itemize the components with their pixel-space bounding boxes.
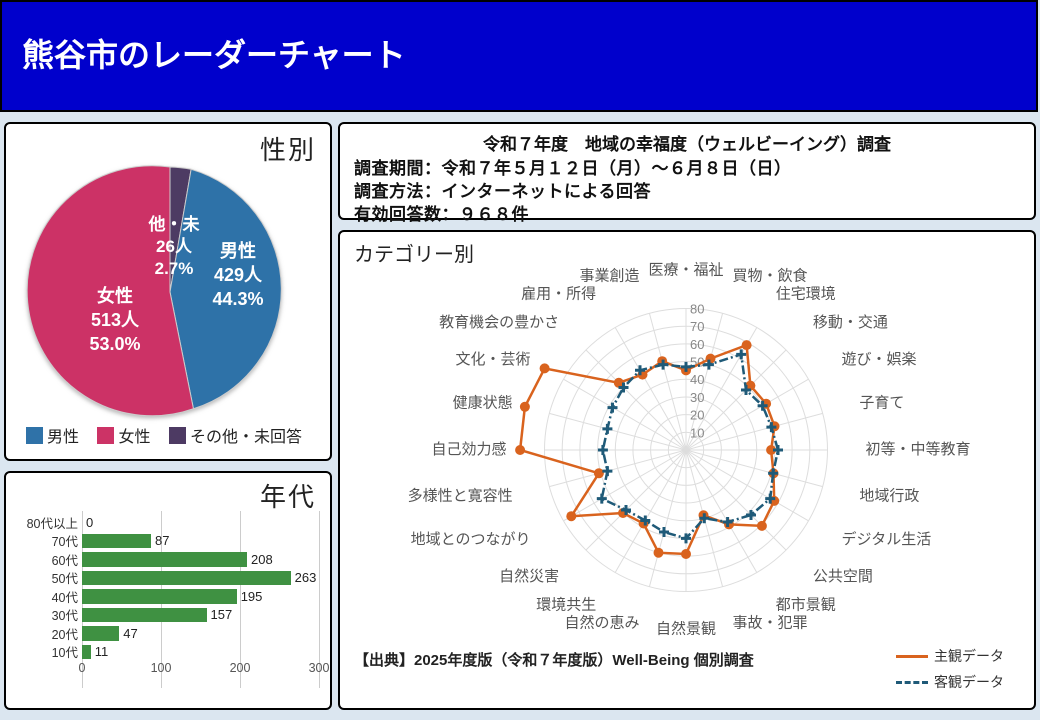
svg-text:2.7%: 2.7%: [155, 259, 194, 278]
svg-text:公共空間: 公共空間: [813, 568, 873, 585]
svg-text:自然景観: 自然景観: [656, 620, 716, 637]
svg-text:住宅環境: 住宅環境: [776, 284, 836, 302]
svg-text:デジタル生活: デジタル生活: [842, 530, 932, 548]
svg-text:20: 20: [690, 408, 704, 423]
svg-text:教育機会の豊かさ: 教育機会の豊かさ: [439, 314, 559, 331]
svg-text:10: 10: [690, 425, 704, 440]
svg-text:40: 40: [690, 372, 704, 387]
svg-text:遊び・娯楽: 遊び・娯楽: [842, 351, 917, 368]
svg-text:地域とのつながり: 地域とのつながり: [411, 531, 531, 548]
svg-text:44.3%: 44.3%: [212, 289, 263, 309]
svg-text:都市景観: 都市景観: [776, 596, 836, 613]
svg-text:自然の恵み: 自然の恵み: [564, 614, 639, 631]
svg-text:地域行政: 地域行政: [859, 487, 919, 504]
svg-text:429人: 429人: [214, 265, 263, 285]
svg-text:雇用・所得: 雇用・所得: [521, 285, 596, 302]
svg-text:初等・中等教育: 初等・中等教育: [866, 440, 971, 458]
svg-text:513人: 513人: [91, 310, 140, 330]
svg-text:53.0%: 53.0%: [89, 334, 140, 354]
svg-text:事故・犯罪: 事故・犯罪: [733, 614, 808, 631]
svg-text:買物・飲食: 買物・飲食: [733, 268, 808, 285]
svg-text:自己効力感: 自己効力感: [431, 441, 506, 458]
svg-text:26人: 26人: [156, 237, 193, 256]
svg-text:子育て: 子育て: [859, 394, 904, 411]
svg-text:多様性と寛容性: 多様性と寛容性: [408, 487, 513, 504]
svg-text:80: 80: [690, 302, 704, 317]
svg-text:移動・交通: 移動・交通: [813, 313, 888, 331]
svg-text:女性: 女性: [97, 285, 133, 306]
svg-text:文化・芸術: 文化・芸術: [455, 351, 530, 368]
svg-text:自然災害: 自然災害: [499, 568, 559, 585]
svg-text:医療・福祉: 医療・福祉: [648, 261, 723, 278]
svg-text:事業創造: 事業創造: [579, 268, 639, 285]
svg-text:男性: 男性: [220, 240, 256, 261]
svg-text:70: 70: [690, 319, 704, 334]
svg-text:60: 60: [690, 337, 704, 352]
svg-text:30: 30: [690, 390, 704, 405]
svg-text:環境共生: 環境共生: [536, 595, 596, 613]
svg-text:他・未: 他・未: [148, 214, 200, 234]
svg-text:健康状態: 健康状態: [453, 394, 513, 411]
